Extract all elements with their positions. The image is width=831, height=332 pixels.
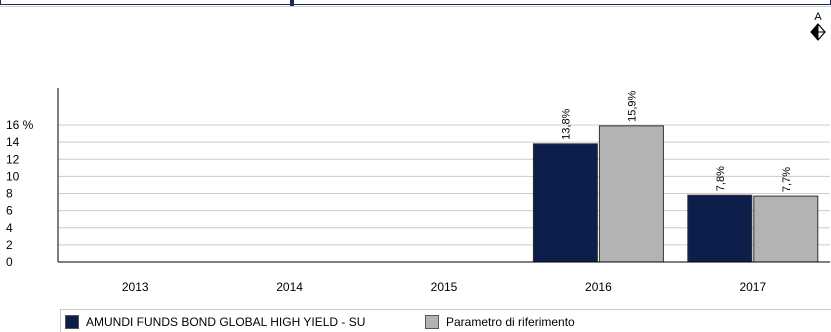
- y-tick-label: 0: [6, 255, 13, 269]
- y-tick-label: 16 %: [6, 118, 34, 132]
- y-tick-label: 4: [6, 221, 13, 235]
- legend-swatch-benchmark: [425, 315, 439, 329]
- bar-2016-s0: [533, 144, 597, 262]
- bar-2017-s1: [754, 196, 818, 262]
- legend-label-benchmark: Parametro di riferimento: [446, 315, 575, 329]
- legend-label-fund: AMUNDI FUNDS BOND GLOBAL HIGH YIELD - SU: [86, 315, 365, 329]
- x-tick-label: 2017: [739, 280, 766, 294]
- y-tick-label: 12: [6, 152, 20, 166]
- data-label: 7,8%: [715, 166, 727, 191]
- bar-2016-s1: [599, 126, 663, 262]
- data-label: 7,7%: [781, 167, 793, 192]
- legend-swatch-fund: [65, 315, 79, 329]
- x-tick-label: 2016: [585, 280, 612, 294]
- y-tick-label: 8: [6, 187, 13, 201]
- legend-item-fund: AMUNDI FUNDS BOND GLOBAL HIGH YIELD - SU: [65, 314, 365, 329]
- legend-item-benchmark: Parametro di riferimento: [425, 314, 575, 329]
- y-tick-label: 14: [6, 135, 20, 149]
- y-tick-label: 6: [6, 204, 13, 218]
- data-label: 15,9%: [626, 90, 638, 121]
- legend: AMUNDI FUNDS BOND GLOBAL HIGH YIELD - SU…: [60, 309, 831, 332]
- bar-2017-s0: [688, 195, 752, 262]
- bar-chart: 0 2 4 6 8 10 12 14 16 % 2013 2014 2015 2016 2017 13,…: [0, 0, 831, 308]
- x-tick-label: 2015: [431, 280, 458, 294]
- y-axis-labels: 0 2 4 6 8 10 12 14 16 %: [6, 118, 34, 269]
- y-tick-label: 2: [6, 238, 13, 252]
- x-tick-label: 2014: [276, 280, 303, 294]
- y-tick-label: 10: [6, 169, 20, 183]
- x-axis-labels: 2013 2014 2015 2016 2017: [122, 280, 767, 294]
- data-label: 13,8%: [560, 108, 572, 139]
- x-tick-label: 2013: [122, 280, 149, 294]
